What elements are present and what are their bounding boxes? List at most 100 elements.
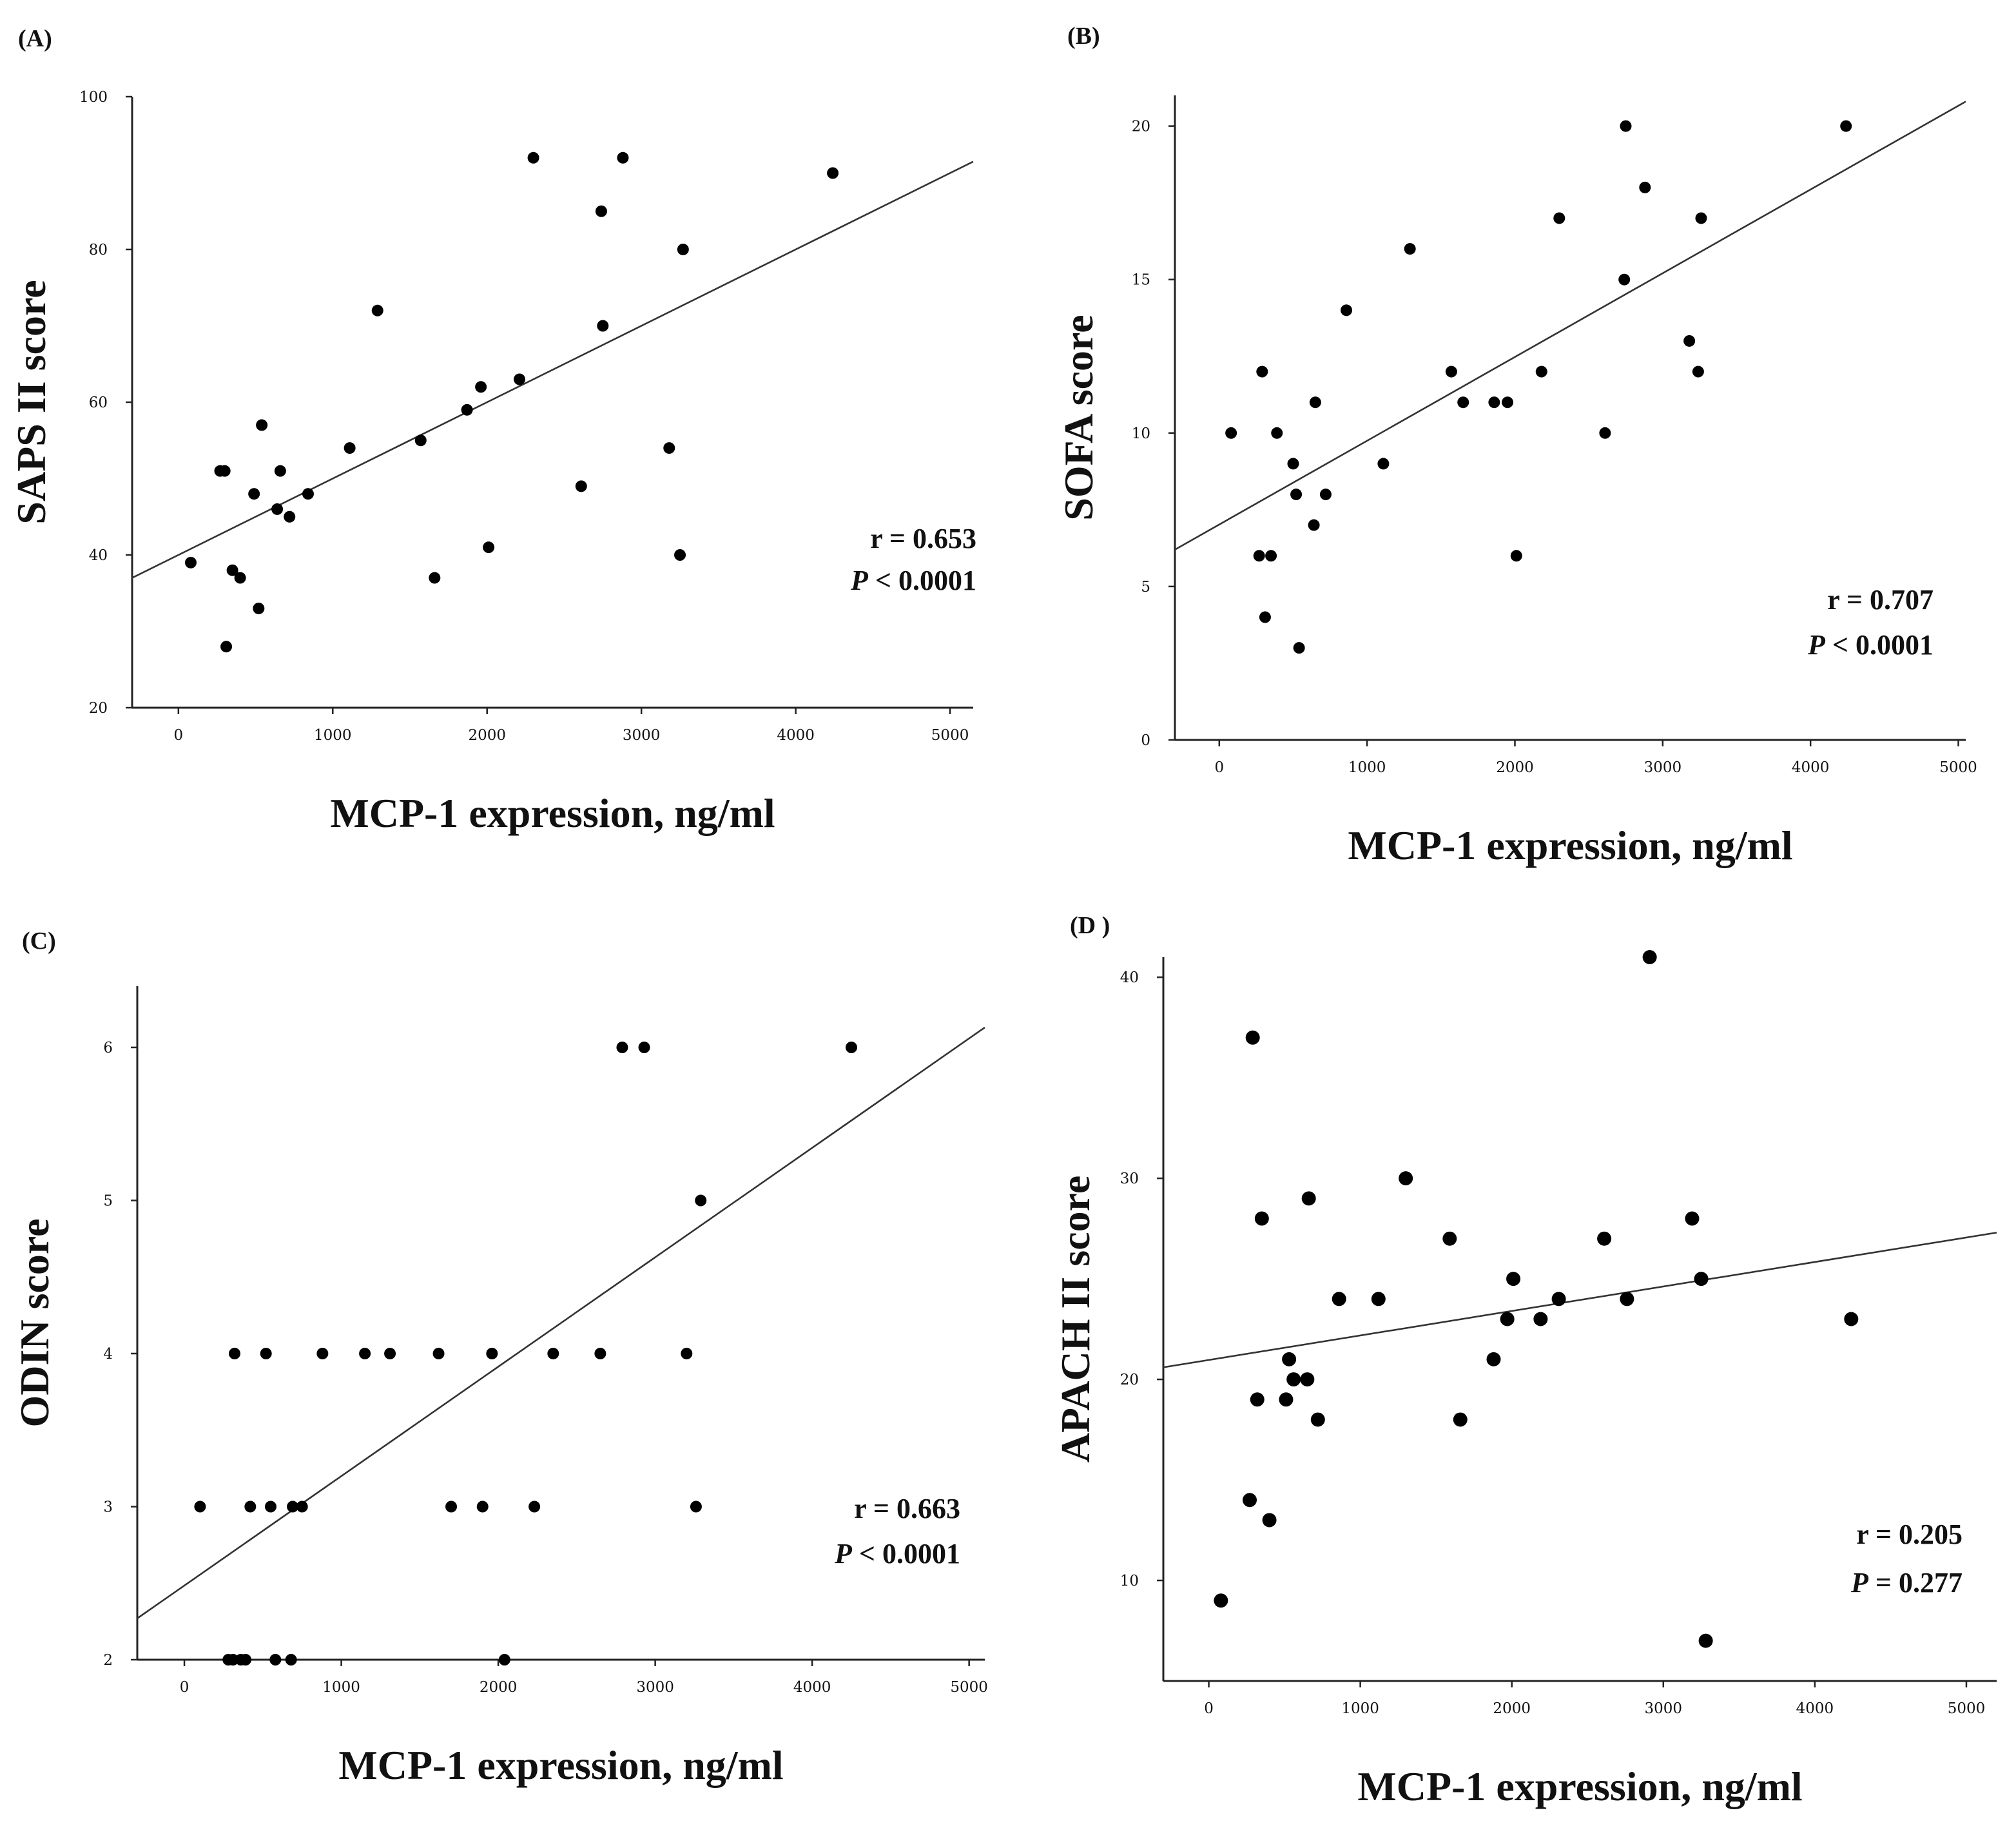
data-point xyxy=(359,1348,371,1359)
data-point xyxy=(1510,550,1522,562)
panel-label-b: (B) xyxy=(1067,23,1100,50)
data-point xyxy=(1341,304,1353,316)
y-tick-label: 0 xyxy=(1141,732,1150,749)
y-tick-label: 80 xyxy=(89,242,108,258)
x-tick-label: 5000 xyxy=(950,1679,988,1696)
data-point xyxy=(1453,1412,1468,1427)
data-point xyxy=(1256,365,1268,378)
data-point xyxy=(220,641,233,653)
y-tick-label: 5 xyxy=(1141,579,1150,596)
panel-a: (A) 0 1000 2000 3000 4000 5000 20 40 60 80 100 MCP-… xyxy=(8,25,976,836)
y-tick-label: 20 xyxy=(1132,119,1150,135)
x-tick-label: 0 xyxy=(1204,1700,1214,1717)
p-symbol: P xyxy=(850,565,869,596)
data-point xyxy=(1319,489,1332,501)
panel-b: (B) 0 1000 2000 3000 4000 5000 0 5 10 15 20 MCP-1 e… xyxy=(1056,23,1977,868)
x-tick-label: 4000 xyxy=(793,1679,831,1696)
x-axis-label: MCP-1 expression, ng/ml xyxy=(338,1742,783,1788)
data-point xyxy=(1286,1372,1301,1387)
x-tick-label: 0 xyxy=(180,1679,189,1696)
data-point xyxy=(1259,611,1271,623)
data-point xyxy=(846,1042,858,1053)
p-value-text: < 0.0001 xyxy=(868,565,976,596)
x-axis-label: MCP-1 expression, ng/ml xyxy=(330,790,775,836)
regression-line xyxy=(1163,1232,1997,1368)
data-point xyxy=(486,1348,498,1359)
p-value: P < 0.0001 xyxy=(1807,629,1934,661)
data-point xyxy=(1377,458,1390,470)
data-point xyxy=(616,1042,628,1053)
y-tick-label: 100 xyxy=(79,89,108,106)
y-axis-label: SOFA score xyxy=(1056,315,1101,520)
data-point xyxy=(1245,1030,1260,1045)
data-point xyxy=(1301,1191,1316,1206)
data-point xyxy=(264,1501,276,1513)
data-point xyxy=(240,1654,252,1666)
x-axis-label: MCP-1 expression, ng/ml xyxy=(1348,822,1792,868)
data-point xyxy=(1692,365,1704,378)
data-point xyxy=(1844,1312,1859,1326)
x-tick-label: 3000 xyxy=(1644,759,1682,776)
data-point xyxy=(1683,335,1696,347)
data-point xyxy=(1279,1392,1294,1407)
y-tick-label: 40 xyxy=(89,547,108,564)
x-tick-label: 1000 xyxy=(1341,1700,1379,1717)
data-point xyxy=(1500,1312,1515,1326)
p-value: P = 0.277 xyxy=(1850,1567,1963,1598)
p-symbol: P xyxy=(834,1538,853,1569)
data-point xyxy=(384,1348,396,1359)
data-point xyxy=(253,602,265,614)
data-point xyxy=(1502,396,1514,409)
correlation-r: r = 0.653 xyxy=(870,523,976,554)
data-point xyxy=(1620,120,1632,132)
x-tick-label: 2000 xyxy=(480,1679,518,1696)
y-tick-label: 20 xyxy=(89,700,108,717)
data-point xyxy=(674,549,686,561)
correlation-r: r = 0.707 xyxy=(1827,584,1934,616)
data-point xyxy=(1271,427,1283,439)
regression-line xyxy=(1174,101,1966,550)
data-point xyxy=(1599,427,1611,439)
y-tick-label: 60 xyxy=(89,394,108,411)
x-tick-label: 2000 xyxy=(1493,1700,1531,1717)
data-point xyxy=(226,564,238,576)
x-tick-label: 1000 xyxy=(322,1679,360,1696)
p-value-text: < 0.0001 xyxy=(852,1538,960,1569)
data-point xyxy=(228,1348,240,1359)
data-point xyxy=(184,556,197,568)
data-point xyxy=(274,465,286,477)
data-point xyxy=(1535,365,1547,378)
data-point xyxy=(1618,273,1631,286)
data-point xyxy=(1399,1171,1413,1186)
data-point xyxy=(285,1654,297,1666)
data-point xyxy=(1553,212,1565,224)
x-tick-label: 4000 xyxy=(1792,759,1830,776)
data-point xyxy=(1457,396,1469,409)
data-point xyxy=(1695,212,1707,224)
data-point xyxy=(271,503,284,515)
data-point xyxy=(1445,365,1457,378)
data-point xyxy=(597,320,609,332)
p-value-text: < 0.0001 xyxy=(1825,629,1934,661)
x-tick-label: 2000 xyxy=(468,727,506,744)
x-tick-label: 3000 xyxy=(1645,1700,1683,1717)
y-tick-label: 20 xyxy=(1120,1372,1139,1388)
p-value: P < 0.0001 xyxy=(850,565,976,596)
data-point xyxy=(1225,427,1237,439)
x-tick-label: 5000 xyxy=(931,727,969,744)
data-point xyxy=(1254,1211,1269,1226)
y-axis-label: SAPS II score xyxy=(8,280,54,524)
data-point xyxy=(638,1042,650,1053)
x-tick-label: 5000 xyxy=(1948,1700,1986,1717)
data-point xyxy=(287,1501,299,1513)
data-point xyxy=(316,1348,329,1359)
data-point xyxy=(617,151,629,164)
data-point xyxy=(1309,396,1321,409)
data-point xyxy=(1840,120,1852,132)
correlation-r: r = 0.205 xyxy=(1856,1519,1963,1550)
data-point xyxy=(371,304,383,316)
y-tick-label: 30 xyxy=(1120,1170,1139,1187)
data-point xyxy=(1597,1231,1612,1246)
x-tick-label: 0 xyxy=(174,727,184,744)
correlation-r: r = 0.663 xyxy=(854,1493,960,1524)
